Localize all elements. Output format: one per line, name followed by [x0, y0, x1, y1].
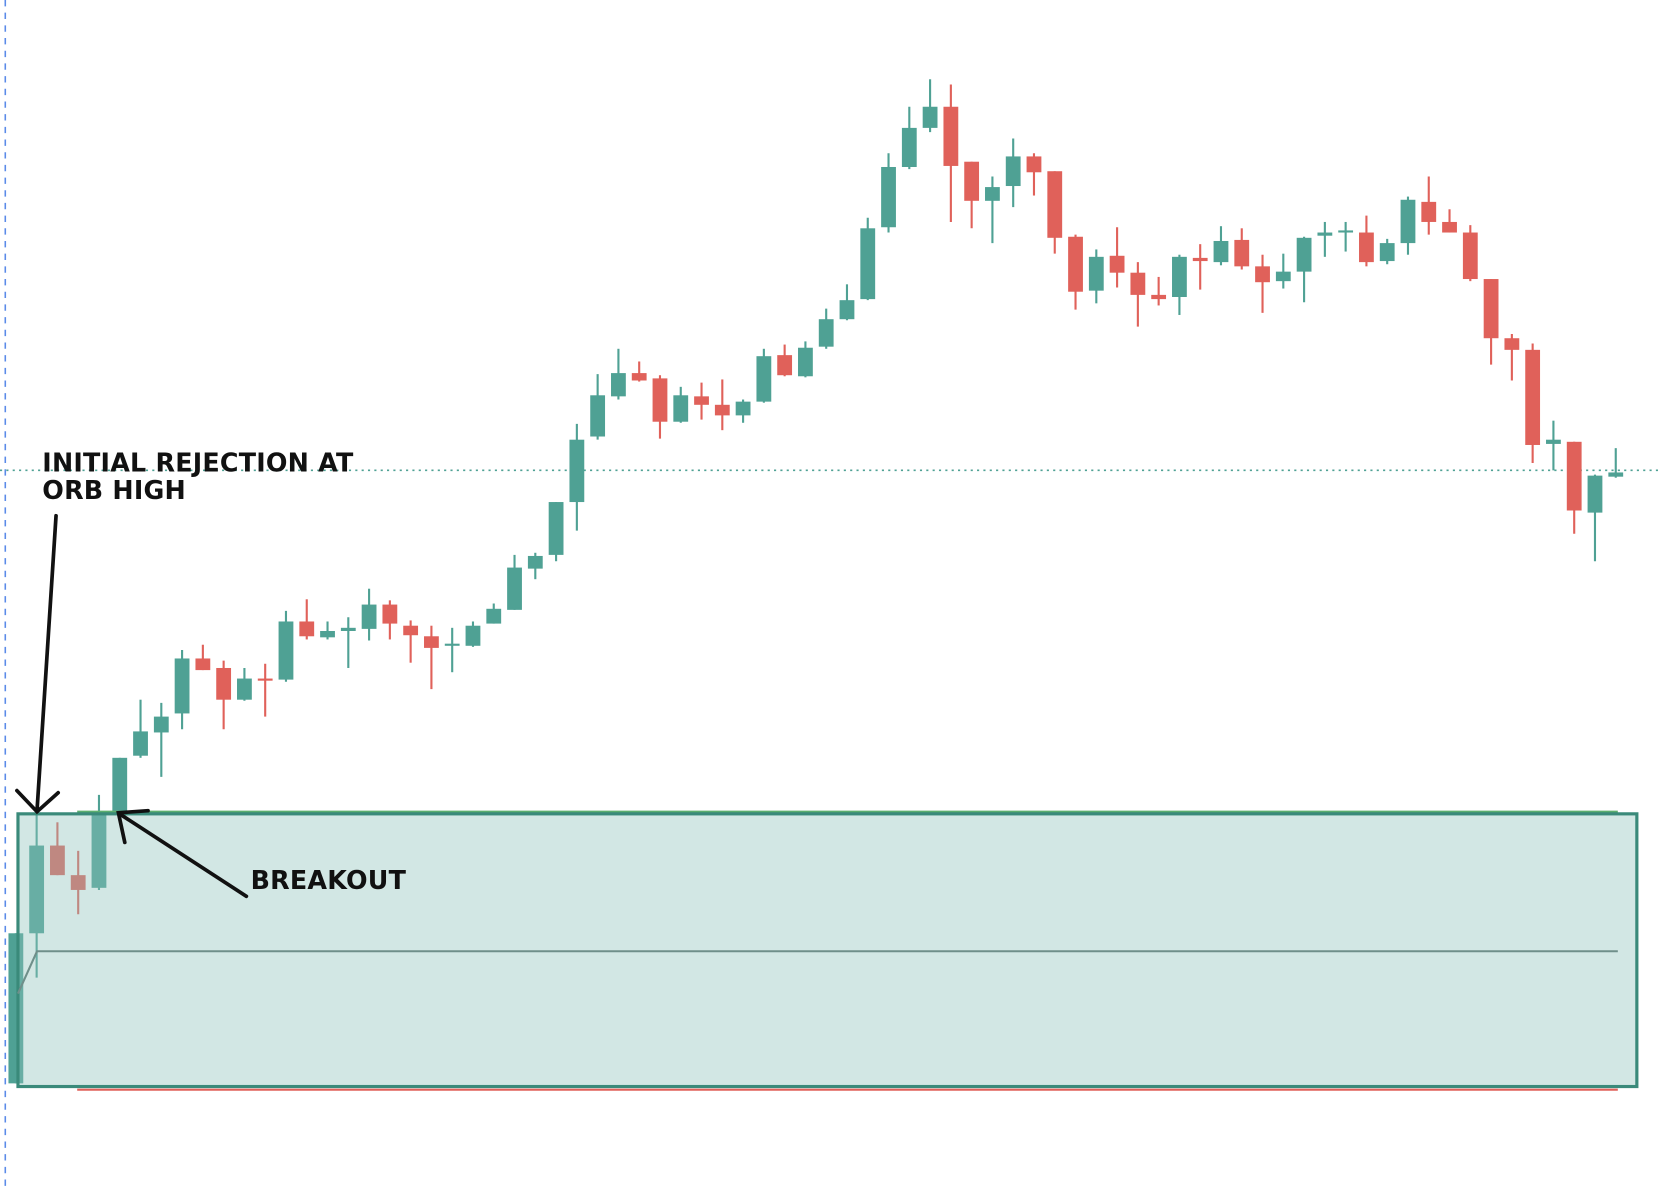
candle-body [694, 396, 709, 405]
annotations: INITIAL REJECTION AT ORB HIGH BREAKOUT [15, 447, 407, 899]
candle-body [964, 161, 980, 201]
candle-body [777, 355, 793, 376]
candle-body [361, 604, 377, 629]
candle-body [507, 567, 522, 610]
candle-body [50, 845, 65, 876]
candle-body [735, 401, 751, 416]
candle-body [901, 127, 917, 167]
annotation-text: INITIAL REJECTION AT [42, 447, 354, 477]
candle-body [1213, 240, 1229, 263]
candle-body [112, 757, 128, 812]
candle-body [1151, 294, 1167, 300]
annotation-arrow [15, 513, 61, 815]
candle-body [652, 378, 668, 422]
candle-body [1483, 279, 1499, 339]
candle-body [216, 667, 232, 700]
candle-body [465, 625, 481, 646]
candle-body [922, 106, 938, 128]
candle-body [881, 166, 896, 228]
candle-body [756, 356, 772, 402]
candle-body [798, 347, 813, 377]
candle-body [1400, 199, 1416, 244]
candle-body [133, 731, 148, 756]
candle-body [70, 875, 86, 890]
candle-body [195, 658, 211, 671]
candle-body [1234, 239, 1250, 267]
candle-body [1338, 230, 1354, 233]
candle-body [153, 716, 169, 733]
candle-body [340, 627, 356, 631]
candle-body [1525, 349, 1541, 445]
candle-body [1172, 256, 1187, 297]
candle-body [1608, 472, 1624, 477]
annotation-arrow [116, 808, 249, 899]
candle-body [1296, 237, 1312, 272]
candle-body [1546, 439, 1561, 444]
candle-body [91, 811, 107, 888]
candle-body [611, 373, 626, 397]
candle-body [1587, 475, 1603, 513]
orb-mid-line [17, 950, 1618, 994]
candle-body [1379, 243, 1395, 262]
candle-body [403, 625, 419, 636]
candle-body [1026, 156, 1042, 173]
candle-body [486, 608, 502, 624]
candle-body [1421, 201, 1437, 222]
candle-body [299, 621, 315, 637]
candle-body [1317, 232, 1333, 236]
candle-body [1566, 441, 1582, 511]
candle-body [1504, 338, 1520, 350]
candle-body [424, 636, 439, 648]
candle-body [943, 106, 959, 166]
candle-body [1109, 255, 1125, 273]
candle-body [320, 630, 335, 638]
candle-body [29, 845, 45, 934]
overlay [16, 810, 1639, 1091]
candle-body [1359, 232, 1374, 263]
candles [0, 79, 1658, 1084]
candle-body [1462, 232, 1478, 280]
candle-body [527, 555, 543, 569]
candle-body [237, 678, 252, 700]
candle-body [860, 228, 876, 300]
annotation-text: BREAKOUT [251, 865, 407, 895]
candle-body [714, 404, 730, 416]
candle-body [985, 187, 1000, 201]
candle-body [382, 604, 398, 624]
candle-body [548, 502, 564, 555]
candle-body [818, 319, 834, 347]
candle-body [1088, 256, 1104, 291]
candle-body [257, 678, 273, 681]
candle-body [1442, 221, 1457, 233]
candle-body [1192, 257, 1208, 262]
candle-body [1068, 236, 1083, 292]
candle-body [673, 395, 689, 422]
candle-body [590, 395, 606, 437]
candle-body [1275, 271, 1291, 282]
candle-body [174, 658, 190, 714]
annotation-text: ORB HIGH [42, 475, 186, 505]
candle-body [631, 373, 647, 381]
candle-body [1005, 156, 1021, 187]
candle-body [1130, 272, 1146, 295]
candle-body [839, 300, 855, 320]
candle-body [1255, 266, 1270, 283]
candle-body [278, 621, 294, 680]
candle-body [444, 643, 460, 646]
candle-body [569, 439, 585, 503]
candle-body [1047, 171, 1063, 238]
